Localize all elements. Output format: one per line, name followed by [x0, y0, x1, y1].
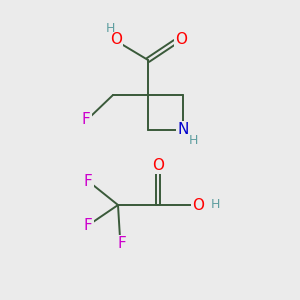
Text: O: O	[110, 32, 122, 47]
Text: F: F	[84, 218, 92, 232]
Text: F: F	[82, 112, 90, 128]
Text: F: F	[84, 173, 92, 188]
Text: F: F	[118, 236, 126, 251]
Text: H: H	[210, 199, 220, 212]
Text: O: O	[175, 32, 187, 47]
Text: O: O	[152, 158, 164, 172]
Text: H: H	[188, 134, 198, 146]
Text: H: H	[105, 22, 115, 34]
Text: N: N	[177, 122, 189, 137]
Text: O: O	[192, 197, 204, 212]
